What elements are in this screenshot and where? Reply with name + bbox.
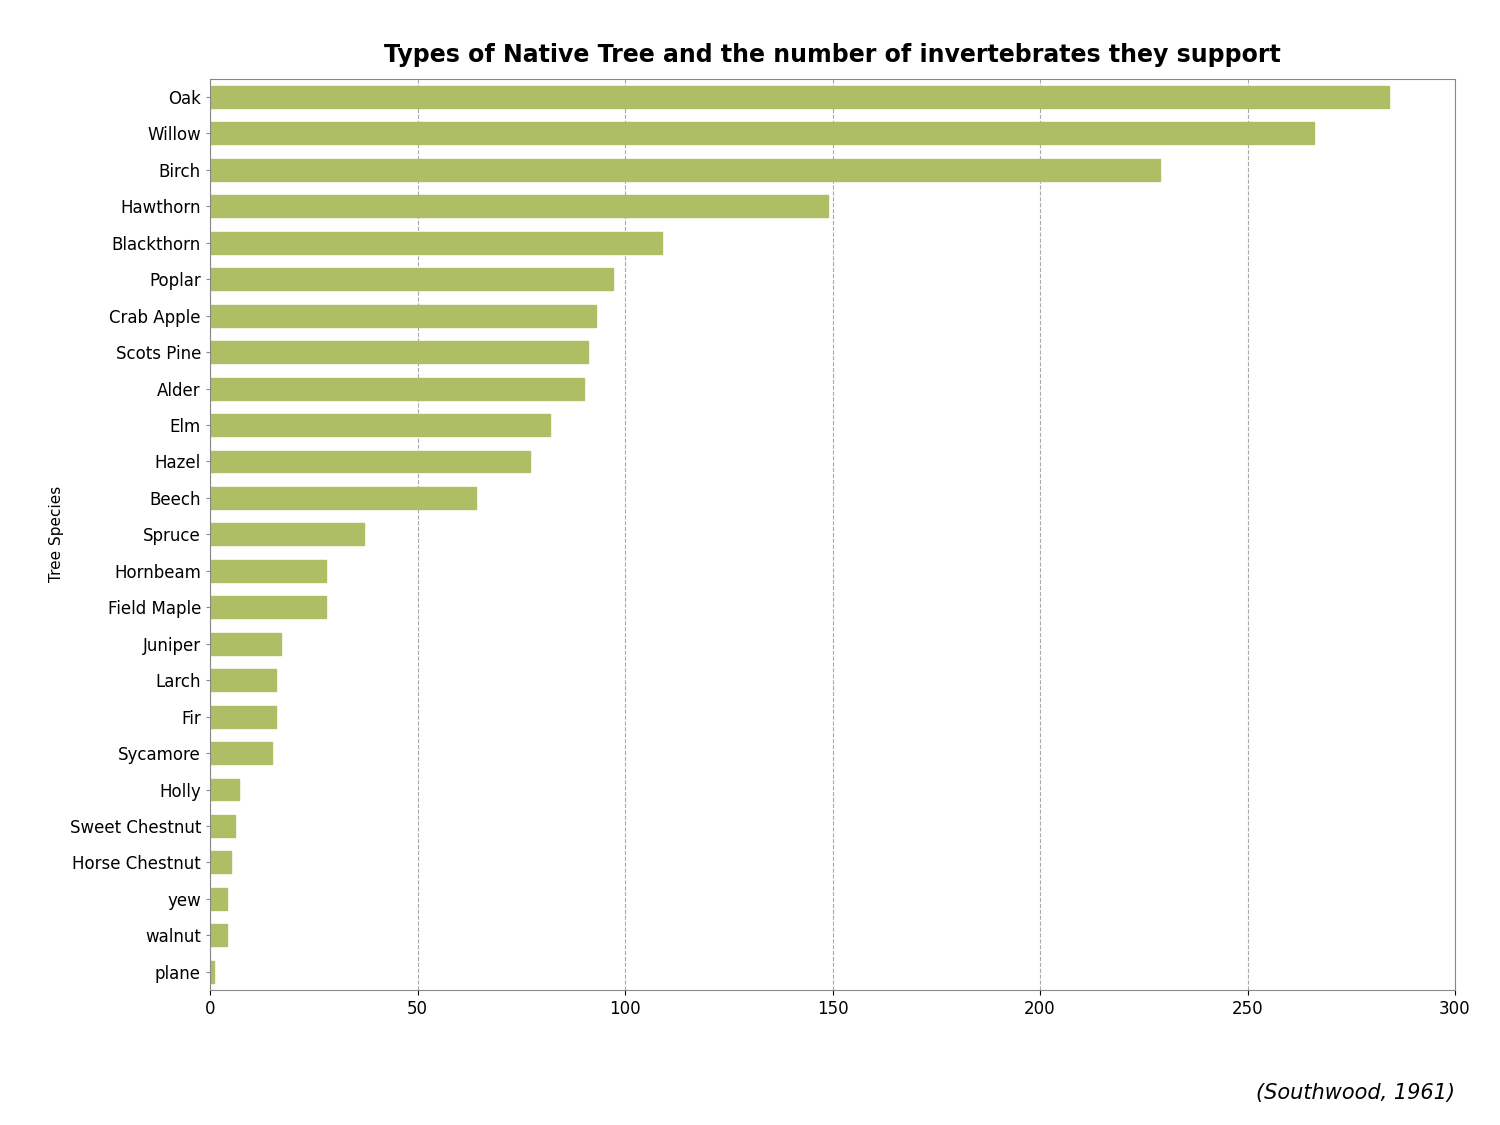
Bar	[210, 961, 214, 983]
Bar	[210, 852, 231, 873]
Bar	[210, 742, 273, 764]
Bar	[210, 596, 326, 619]
Bar	[210, 814, 236, 837]
Bar	[210, 123, 1314, 144]
Bar	[210, 632, 280, 655]
Bar	[210, 305, 596, 326]
Bar	[210, 414, 550, 436]
Bar	[210, 523, 363, 546]
Bar	[210, 196, 828, 217]
Bar	[210, 86, 1389, 108]
Text: (Southwood, 1961): (Southwood, 1961)	[1256, 1082, 1455, 1102]
Bar	[210, 378, 584, 399]
Bar	[210, 888, 226, 910]
Bar	[210, 560, 326, 582]
Bar	[210, 487, 476, 508]
Bar	[210, 450, 530, 472]
Bar	[210, 705, 276, 728]
Title: Types of Native Tree and the number of invertebrates they support: Types of Native Tree and the number of i…	[384, 43, 1281, 68]
Bar	[210, 159, 1161, 181]
Bar	[210, 925, 226, 946]
Y-axis label: Tree Species: Tree Species	[50, 486, 64, 583]
Bar	[210, 778, 238, 801]
Bar	[210, 232, 663, 254]
Bar	[210, 268, 612, 290]
Bar	[210, 669, 276, 691]
Bar	[210, 341, 588, 363]
